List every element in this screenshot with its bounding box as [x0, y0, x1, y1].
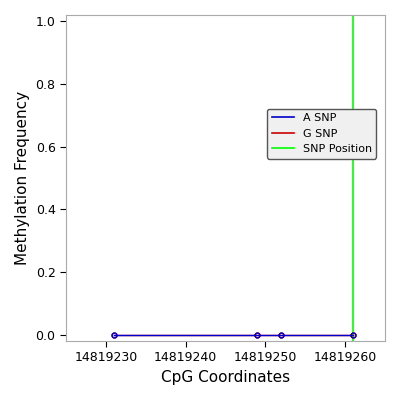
X-axis label: CpG Coordinates: CpG Coordinates [161, 370, 290, 385]
Y-axis label: Methylation Frequency: Methylation Frequency [15, 91, 30, 265]
Legend: A SNP, G SNP, SNP Position: A SNP, G SNP, SNP Position [267, 108, 376, 158]
